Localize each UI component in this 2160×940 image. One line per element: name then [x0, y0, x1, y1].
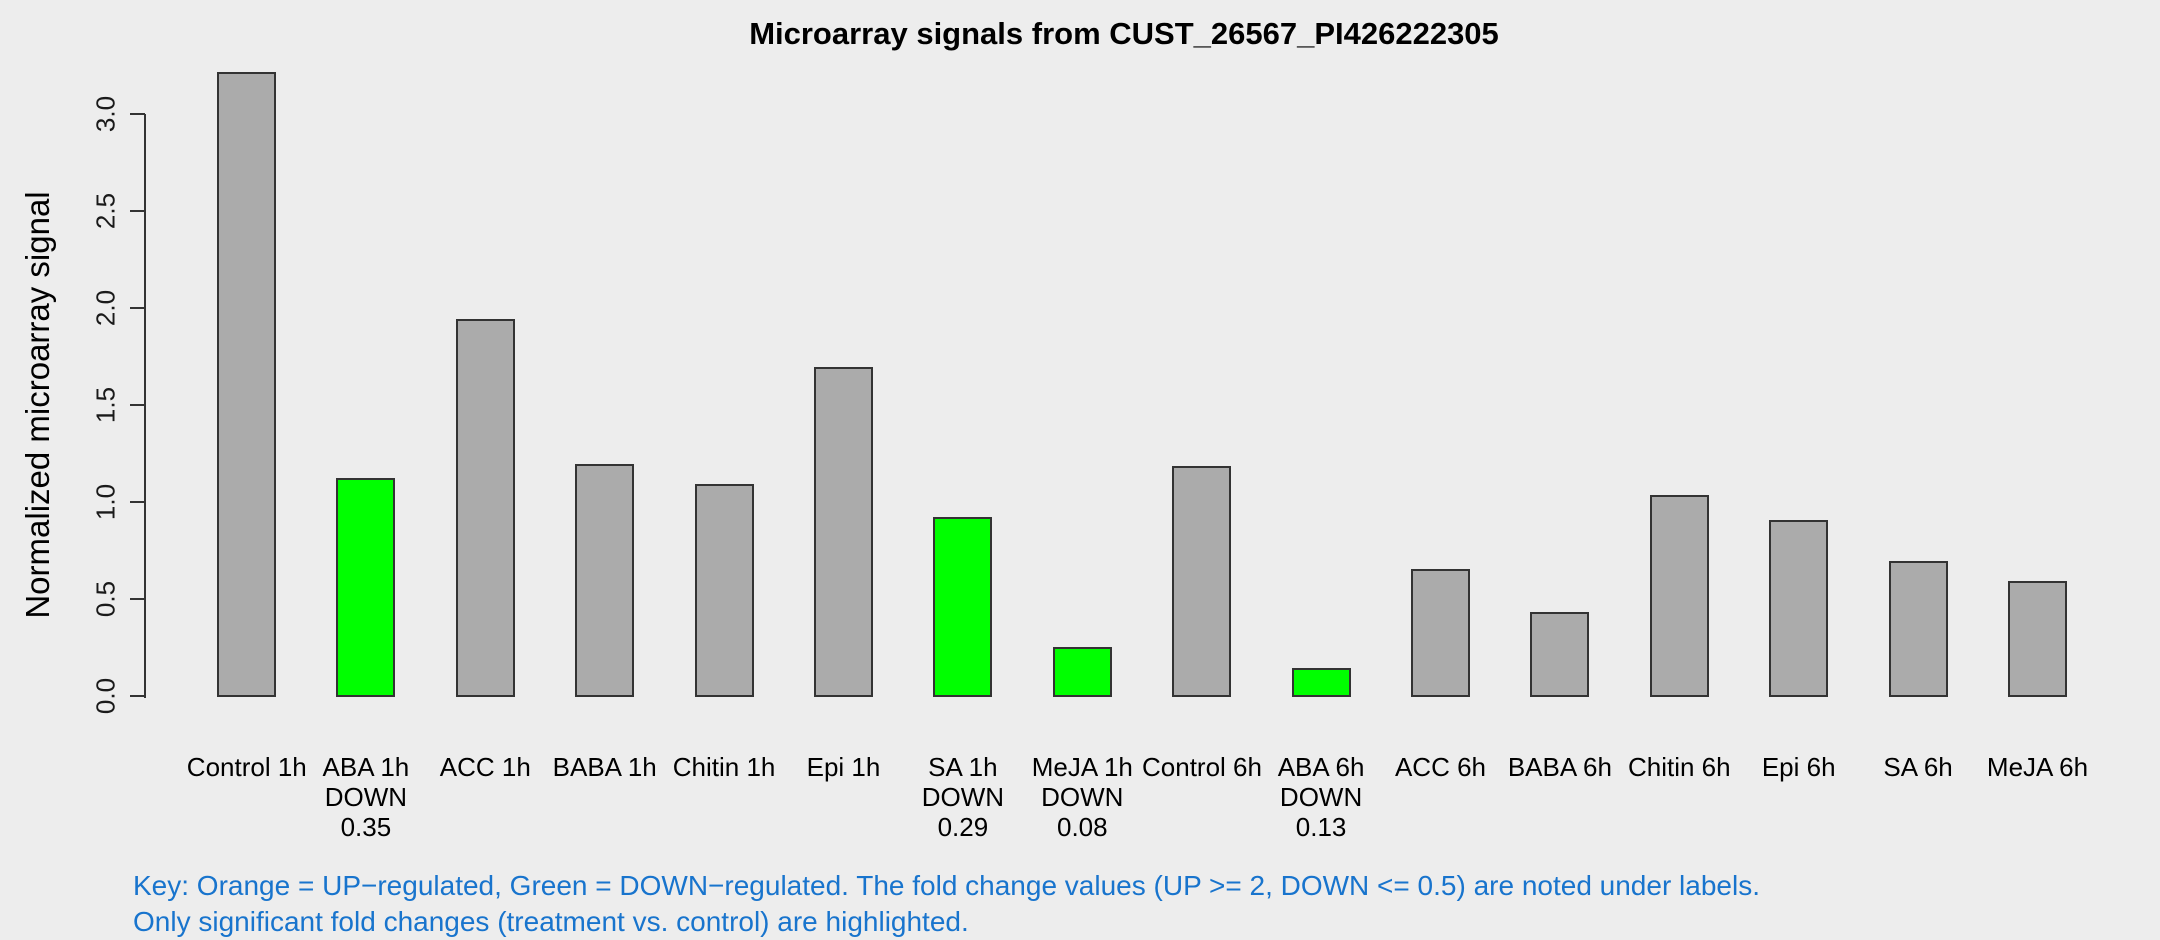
bar-meja-6h — [2008, 581, 2067, 697]
bar-baba-6h — [1530, 612, 1590, 697]
key-line-2: Only significant fold changes (treatment… — [133, 906, 969, 937]
regulation-status: DOWN — [324, 782, 408, 812]
bar-control-1h — [217, 72, 276, 697]
regulation-status: DOWN — [1041, 782, 1124, 812]
y-tick — [130, 113, 145, 115]
category-name: ACC 1h — [439, 752, 531, 782]
category-name: Chitin 1h — [672, 752, 776, 782]
fold-change-value: 0.08 — [1056, 812, 1108, 842]
bar-sa-1h — [933, 517, 993, 697]
category-name: ABA 6h — [1277, 752, 1365, 782]
y-tick — [130, 695, 145, 697]
chart-key: Key: Orange = UP−regulated, Green = DOWN… — [133, 868, 1760, 940]
category-name: Control 1h — [186, 752, 307, 782]
bar-acc-1h — [455, 319, 515, 697]
bar-aba-6h — [1291, 668, 1351, 697]
category-name: MeJA 6h — [1986, 752, 2089, 782]
y-tick — [130, 404, 145, 406]
x-label-sa-1h: SA 1h DOWN 0.29 — [903, 752, 1022, 842]
x-label-control-1h: Control 1h — [186, 752, 307, 782]
x-label-aba-6h: ABA 6h DOWN 0.13 — [1261, 752, 1380, 842]
y-tick — [130, 501, 145, 503]
y-tick — [130, 307, 145, 309]
category-name: ABA 1h — [322, 752, 410, 782]
category-name: Control 6h — [1142, 752, 1262, 782]
bar-meja-1h — [1052, 647, 1112, 697]
fold-change-value: 0.13 — [1295, 812, 1347, 842]
category-name: BABA 6h — [1507, 752, 1612, 782]
category-name: SA 1h — [928, 752, 998, 782]
category-name: SA 6h — [1883, 752, 1953, 782]
x-label-sa-6h: SA 6h — [1858, 752, 1977, 782]
y-axis-line — [144, 114, 146, 698]
fold-change-value: 0.29 — [937, 812, 989, 842]
bar-aba-1h — [336, 478, 396, 697]
bar-chitin-1h — [694, 484, 754, 697]
x-label-epi-6h: Epi 6h — [1739, 752, 1858, 782]
key-line-1: Key: Orange = UP−regulated, Green = DOWN… — [133, 870, 1760, 901]
x-label-epi-1h: Epi 1h — [784, 752, 903, 782]
bar-sa-6h — [1888, 561, 1948, 697]
bar-baba-1h — [575, 464, 635, 697]
x-label-meja-6h: MeJA 6h — [1978, 752, 2097, 782]
x-label-aba-1h: ABA 1h DOWN 0.35 — [306, 752, 425, 842]
regulation-status: DOWN — [921, 782, 1005, 812]
category-name: ACC 6h — [1394, 752, 1487, 782]
x-label-baba-6h: BABA 6h — [1500, 752, 1619, 782]
category-name: MeJA 1h — [1031, 752, 1133, 782]
category-name: Epi 1h — [806, 752, 881, 782]
x-label-baba-1h: BABA 1h — [545, 752, 664, 782]
x-label-acc-1h: ACC 1h — [426, 752, 545, 782]
x-label-chitin-6h: Chitin 6h — [1620, 752, 1739, 782]
x-label-control-6h: Control 6h — [1142, 752, 1262, 782]
category-name: Chitin 6h — [1627, 752, 1731, 782]
fold-change-value: 0.35 — [340, 812, 392, 842]
y-tick — [130, 598, 145, 600]
bar-epi-6h — [1769, 520, 1829, 697]
category-name: Epi 6h — [1761, 752, 1836, 782]
bar-acc-6h — [1411, 569, 1470, 697]
chart-title: Microarray signals from CUST_26567_PI426… — [749, 16, 1499, 51]
regulation-status: DOWN — [1279, 782, 1363, 812]
bar-epi-1h — [814, 367, 873, 697]
bar-control-6h — [1172, 466, 1232, 697]
x-label-acc-6h: ACC 6h — [1381, 752, 1500, 782]
bar-chitin-6h — [1649, 495, 1709, 697]
x-label-meja-1h: MeJA 1h DOWN 0.08 — [1023, 752, 1142, 842]
category-name: BABA 1h — [552, 752, 657, 782]
y-tick — [130, 210, 145, 212]
x-label-chitin-1h: Chitin 1h — [664, 752, 783, 782]
